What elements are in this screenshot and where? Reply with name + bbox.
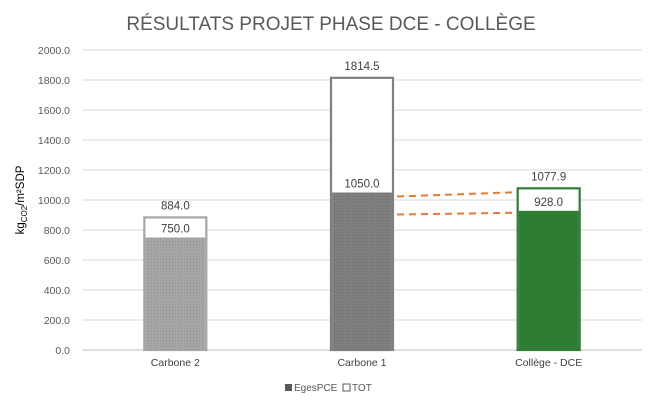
legend-swatch-tot — [342, 383, 351, 392]
data-label-box — [526, 193, 571, 210]
data-label-egespce: 928.0 — [534, 197, 563, 209]
y-axis-label: kgCO2/m²SDP — [15, 165, 29, 234]
y-axis-label-main: kg — [15, 222, 27, 234]
y-tick-label: 1200.0 — [38, 165, 70, 177]
bars — [143, 76, 581, 352]
legend-swatch-egespce — [285, 384, 292, 391]
data-labels: 884.0 750.0 1814.5 1050.0 1077.9 928.0 — [153, 61, 571, 237]
data-label-tot: 1077.9 — [531, 171, 566, 183]
data-label-tot: 1814.5 — [344, 61, 379, 73]
category-label: Carbone 1 — [337, 357, 386, 369]
reference-line — [396, 211, 514, 216]
chart-title: RÉSULTATS PROJET PHASE DCE - COLLÈGE — [126, 14, 535, 35]
category-labels: Carbone 2 Carbone 1 Collège - DCE — [151, 357, 582, 369]
y-tick-label: 800.0 — [44, 225, 70, 237]
legend: EgesPCE TOT — [285, 383, 372, 394]
y-tick-label: 400.0 — [44, 285, 70, 297]
bar-egespce-texture — [145, 237, 206, 350]
data-label-egespce: 750.0 — [161, 224, 190, 236]
reference-line — [396, 191, 514, 198]
bar-egespce — [518, 210, 579, 350]
bar-egespce-texture — [332, 192, 392, 350]
y-tick-label: 2000.0 — [38, 45, 70, 57]
legend-label-tot: TOT — [352, 383, 372, 394]
y-tick-label: 1000.0 — [38, 195, 70, 207]
y-tick-labels: 0.0 200.0 400.0 600.0 800.0 1000.0 1200.0 1400.… — [38, 45, 70, 357]
y-axis-label-sub: CO2 — [20, 205, 29, 222]
y-axis-label-rest: /m²SDP — [15, 165, 27, 206]
y-tick-label: 1600.0 — [38, 105, 70, 117]
reference-lines — [396, 191, 514, 216]
data-label-box — [153, 220, 198, 237]
data-label-tot: 884.0 — [161, 200, 190, 212]
category-label: Carbone 2 — [151, 357, 200, 369]
legend-label-egespce: EgesPCE — [294, 383, 338, 394]
y-tick-label: 1800.0 — [38, 75, 70, 87]
data-label-box — [340, 175, 384, 192]
y-tick-label: 0.0 — [55, 345, 70, 357]
category-label: Collège - DCE — [515, 357, 582, 369]
y-tick-label: 600.0 — [44, 255, 70, 267]
y-tick-label: 200.0 — [44, 315, 70, 327]
y-tick-label: 1400.0 — [38, 135, 70, 147]
data-label-egespce: 1050.0 — [344, 179, 379, 191]
